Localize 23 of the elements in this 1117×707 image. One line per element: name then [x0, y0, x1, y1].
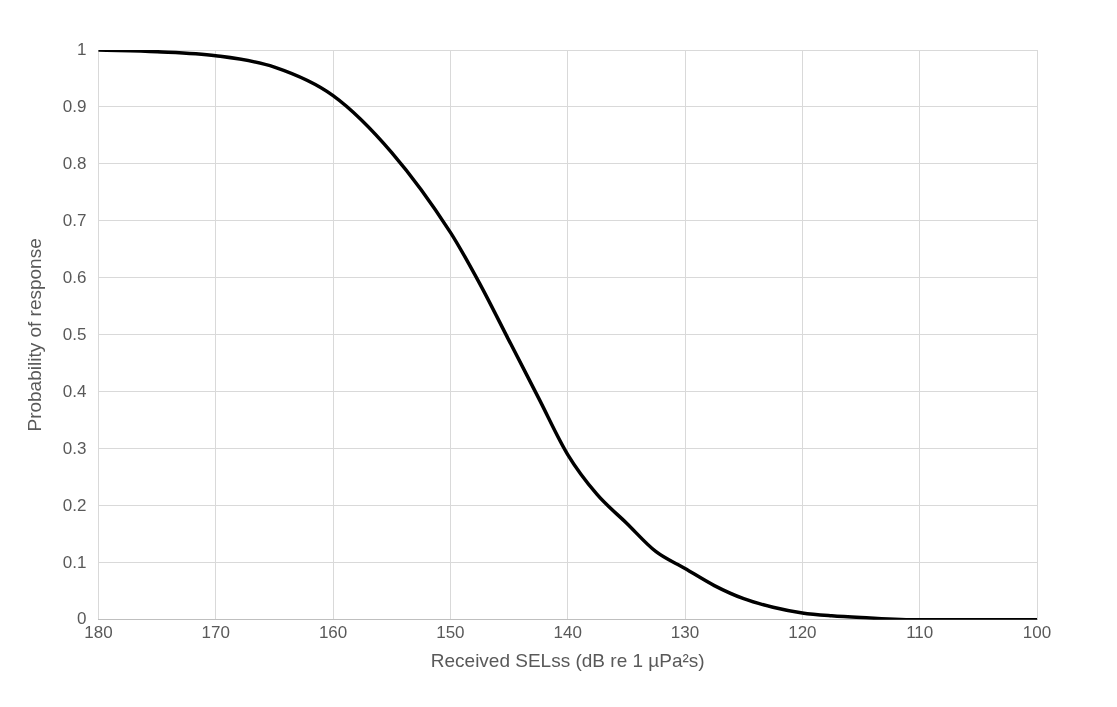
- y-tick-label: 0.3: [62, 438, 87, 458]
- y-tick-label: 0.4: [62, 381, 87, 401]
- x-tick-label: 120: [788, 622, 817, 642]
- y-tick-label: 0: [76, 609, 87, 629]
- x-tick-label: 170: [201, 622, 230, 642]
- y-tick-label: 0.2: [62, 495, 87, 515]
- y-tick-label: 0.8: [62, 153, 87, 173]
- x-tick-label: 110: [906, 622, 934, 642]
- x-tick-label: 130: [670, 622, 700, 642]
- x-tick-label: 140: [553, 622, 582, 642]
- x-tick-label: 160: [318, 622, 348, 642]
- y-tick-label: 0.6: [62, 267, 87, 287]
- x-axis-title: Received SELss (dB re 1 µPa²s): [430, 649, 705, 671]
- y-tick-label: 0.7: [62, 210, 87, 230]
- y-tick-label: 0.5: [62, 324, 87, 344]
- y-tick-label: 0.9: [62, 96, 87, 116]
- line-series: [98, 50, 1037, 620]
- y-tick-label: 0.1: [62, 552, 87, 572]
- x-tick-label: 100: [1022, 622, 1052, 642]
- x-tick-label: 180: [84, 622, 113, 642]
- x-tick-label: 150: [436, 622, 465, 642]
- y-tick-label: 1: [76, 39, 87, 59]
- y-axis-title: Probability of response: [23, 238, 45, 432]
